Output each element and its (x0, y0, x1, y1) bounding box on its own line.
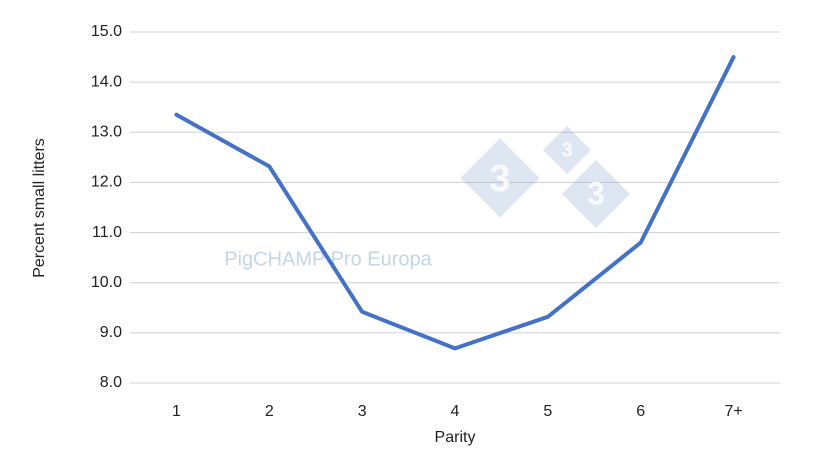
x-tick-label: 5 (543, 403, 552, 420)
logo-text: 3 (489, 158, 510, 200)
x-tick-label: 6 (636, 403, 645, 420)
x-axis-label: Parity (435, 429, 476, 446)
x-tick-label: 2 (265, 403, 274, 420)
logo-text: 3 (587, 175, 605, 211)
logo-diamond (542, 125, 592, 175)
logo-text: 3 (561, 139, 572, 161)
y-tick-label: 14.0 (91, 73, 122, 90)
y-axis-label: Percent small litters (31, 138, 48, 278)
x-tick-label: 4 (451, 403, 460, 420)
x-tick-label: 7+ (724, 403, 742, 420)
x-tick-label: 1 (172, 403, 181, 420)
grid (130, 31, 780, 384)
y-tick-label: 11.0 (92, 224, 122, 241)
y-tick-label: 12.0 (91, 174, 122, 191)
line (174, 55, 736, 351)
y-tick-label: 15.0 (91, 23, 122, 40)
y-tick-label: 8.0 (100, 374, 122, 391)
y-tick-label: 10.0 (91, 274, 122, 291)
y-tick-label: 13.0 (91, 124, 122, 141)
x-tick-label: 3 (358, 403, 367, 420)
y-tick-label: 9.0 (100, 324, 122, 341)
